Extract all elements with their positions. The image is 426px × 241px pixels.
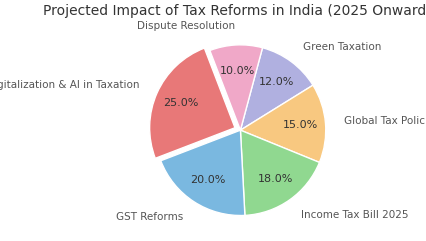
Text: 10.0%: 10.0% <box>220 66 255 75</box>
Title: Projected Impact of Tax Reforms in India (2025 Onwards): Projected Impact of Tax Reforms in India… <box>43 4 426 18</box>
Wedge shape <box>240 85 326 162</box>
Text: Global Tax Policies: Global Tax Policies <box>344 116 426 127</box>
Wedge shape <box>161 130 245 215</box>
Text: 20.0%: 20.0% <box>190 175 226 185</box>
Text: Green Taxation: Green Taxation <box>302 42 381 52</box>
Text: 18.0%: 18.0% <box>257 174 293 184</box>
Text: GST Reforms: GST Reforms <box>116 213 184 222</box>
Text: 15.0%: 15.0% <box>282 120 317 130</box>
Text: Digitalization & AI in Taxation: Digitalization & AI in Taxation <box>0 80 140 90</box>
Text: 25.0%: 25.0% <box>163 98 198 108</box>
Wedge shape <box>210 45 262 130</box>
Text: Dispute Resolution: Dispute Resolution <box>137 21 235 31</box>
Text: Income Tax Bill 2025: Income Tax Bill 2025 <box>301 210 408 220</box>
Wedge shape <box>150 48 235 158</box>
Wedge shape <box>240 48 313 130</box>
Wedge shape <box>240 130 320 215</box>
Text: 12.0%: 12.0% <box>258 77 294 87</box>
